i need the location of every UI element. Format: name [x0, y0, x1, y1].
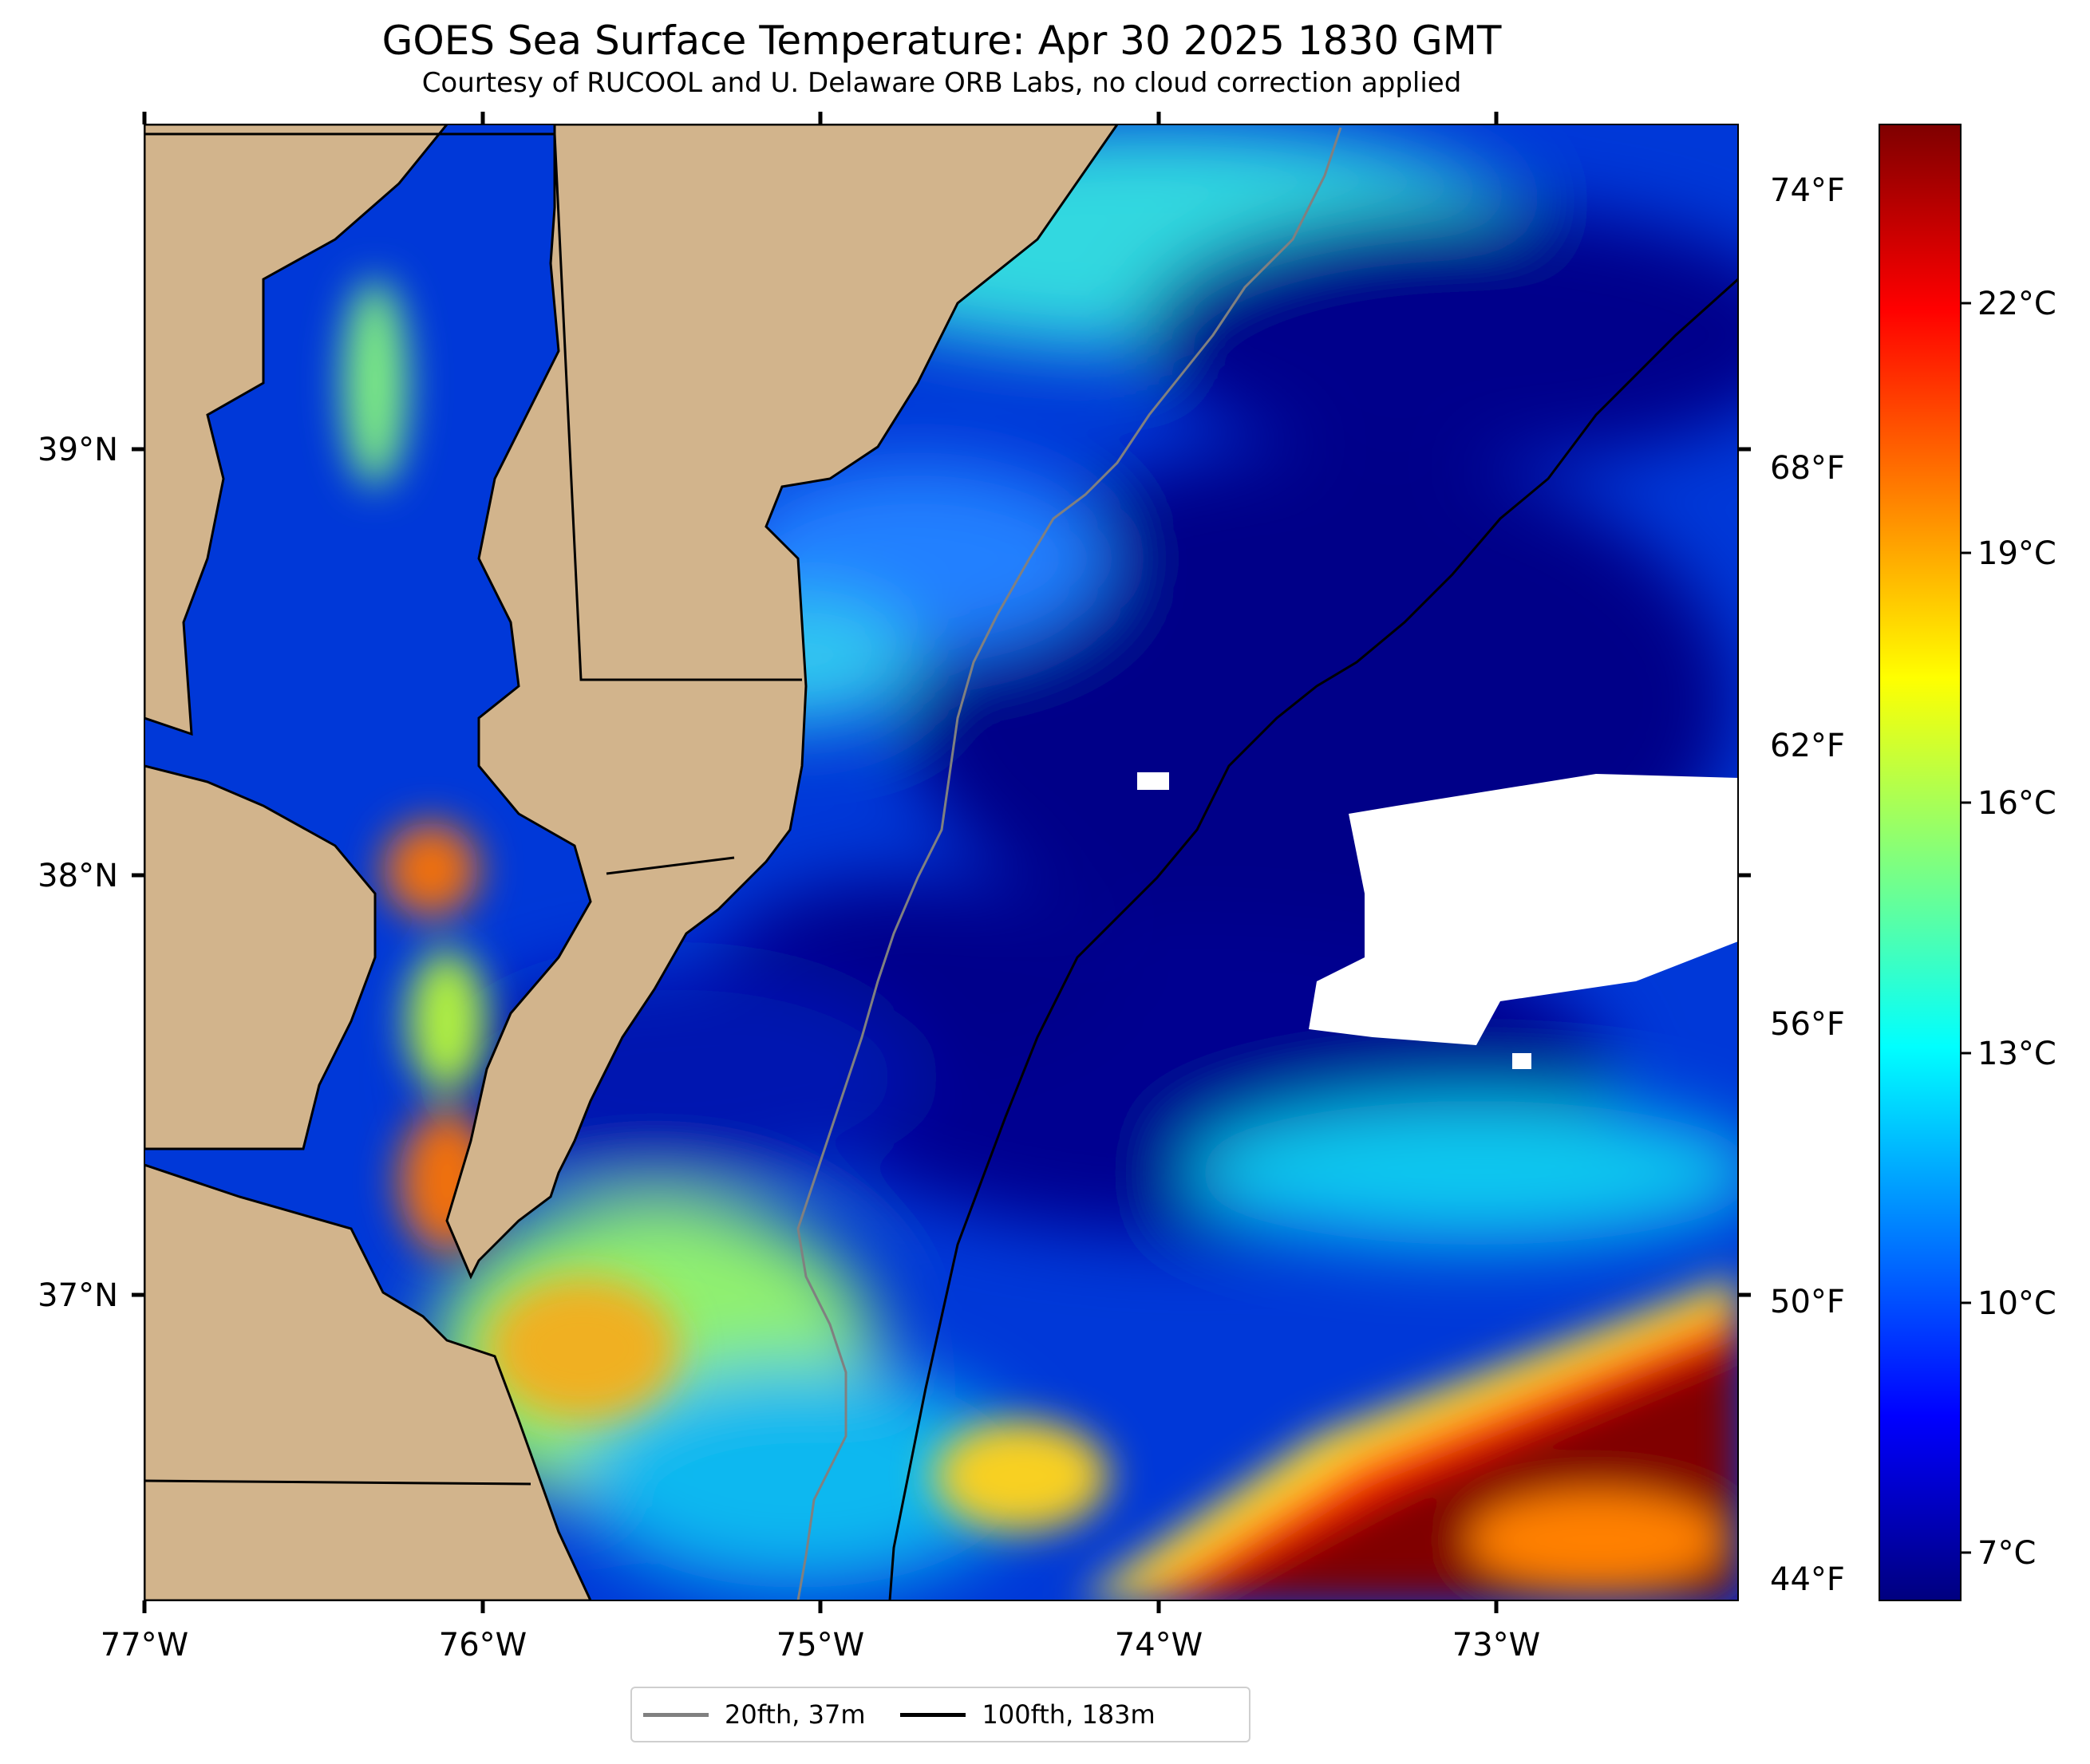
sst-field [144, 124, 1738, 1600]
lon-label: 75°W [776, 1627, 864, 1663]
colorbar-label: 22°C [1977, 286, 2056, 322]
fahrenheit-label: 68°F [1770, 450, 1845, 487]
map-title: GOES Sea Surface Temperature: Apr 30 202… [381, 18, 1502, 64]
axis-ticks [132, 112, 1751, 1613]
map-subtitle: Courtesy of RUCOOL and U. Delaware ORB L… [421, 67, 1462, 99]
lat-label: 37°N [38, 1277, 118, 1314]
colorbar-label: 19°C [1977, 535, 2056, 572]
map-legend: 20fth, 37m 100fth, 183m [630, 1687, 1250, 1742]
land [144, 124, 1119, 1600]
lon-label: 77°W [101, 1627, 188, 1663]
fahrenheit-label: 56°F [1770, 1006, 1845, 1043]
legend-entry-100fth: 100fth, 183m [900, 1699, 1156, 1730]
legend-entry-20fth: 20fth, 37m [643, 1699, 865, 1730]
state-borders [144, 132, 802, 1486]
lat-label: 38°N [38, 858, 118, 894]
legend-label: 100fth, 183m [982, 1699, 1156, 1730]
colorbar-label: 10°C [1977, 1285, 2056, 1322]
isobath-20fth [796, 127, 1342, 1600]
colorbar-label: 7°C [1977, 1535, 2036, 1572]
lat-label: 39°N [38, 432, 118, 468]
lon-label: 74°W [1115, 1627, 1203, 1663]
colorbar-ticks [1961, 302, 1971, 1554]
fahrenheit-label: 62°F [1770, 728, 1845, 764]
lon-label: 76°W [439, 1627, 527, 1663]
fahrenheit-label: 74°F [1770, 172, 1845, 209]
legend-line-100fth [900, 1712, 966, 1717]
plot-area [144, 124, 1738, 1600]
colorbar [1879, 124, 1962, 1601]
colorbar-label: 13°C [1977, 1036, 2056, 1072]
fahrenheit-label: 50°F [1770, 1284, 1845, 1320]
lon-label: 73°W [1452, 1627, 1540, 1663]
fahrenheit-label: 44°F [1770, 1561, 1845, 1598]
legend-line-20fth [643, 1712, 709, 1717]
isobath-100fth [888, 278, 1738, 1600]
plot-frame [144, 124, 1739, 1601]
colorbar-label: 16°C [1977, 785, 2056, 822]
legend-label: 20fth, 37m [725, 1699, 866, 1730]
